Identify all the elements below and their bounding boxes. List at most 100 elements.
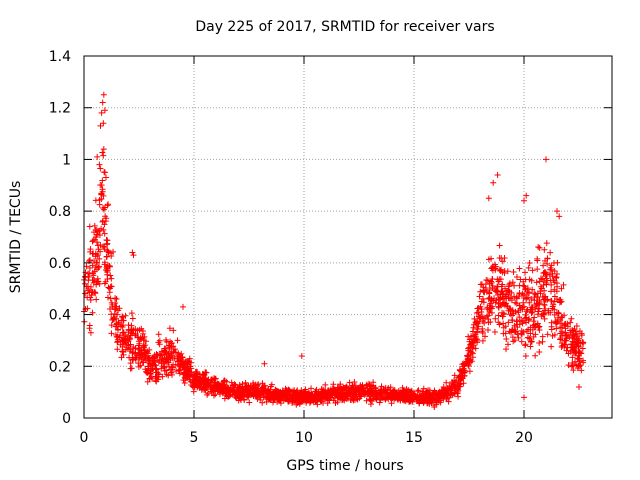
data-point <box>429 397 436 404</box>
data-point <box>486 306 493 313</box>
data-point <box>94 266 101 273</box>
data-point <box>93 281 100 288</box>
data-point <box>173 368 180 375</box>
data-point <box>521 197 527 204</box>
data-point <box>485 319 492 326</box>
data-point <box>504 341 511 348</box>
data-point <box>330 381 337 388</box>
data-point <box>460 380 467 387</box>
data-point <box>366 381 373 388</box>
data-point <box>225 388 232 395</box>
data-point <box>521 394 527 401</box>
data-point <box>441 388 448 395</box>
data-point <box>193 370 200 377</box>
data-point <box>531 314 538 321</box>
data-point <box>143 368 150 375</box>
data-point <box>158 360 165 367</box>
data-point <box>101 244 108 251</box>
data-point <box>248 387 255 394</box>
data-point <box>534 311 541 318</box>
data-point <box>161 349 168 356</box>
data-point <box>335 384 342 391</box>
data-point <box>272 389 279 396</box>
data-point <box>97 165 104 172</box>
data-point <box>212 375 219 382</box>
data-point <box>478 281 485 288</box>
data-point <box>473 310 480 317</box>
data-point <box>548 319 555 326</box>
data-point <box>239 393 246 400</box>
data-point <box>101 107 108 114</box>
data-point <box>370 383 377 390</box>
data-point <box>134 327 141 334</box>
data-point <box>139 358 146 365</box>
data-point <box>570 367 577 374</box>
data-point <box>169 366 176 373</box>
data-point <box>148 365 155 372</box>
y-tick-label: 1.2 <box>49 101 71 117</box>
data-point <box>108 311 115 318</box>
data-point <box>419 397 426 404</box>
data-point <box>533 301 540 308</box>
data-point <box>482 284 489 291</box>
x-tick-label: 5 <box>190 430 199 446</box>
data-point <box>396 394 403 401</box>
data-point <box>94 153 101 160</box>
data-point <box>436 393 443 400</box>
data-point <box>316 395 323 402</box>
data-point <box>263 391 270 398</box>
data-point <box>563 335 570 342</box>
data-point <box>119 313 126 320</box>
data-point <box>339 396 346 403</box>
data-point <box>151 361 158 368</box>
axis-ticks <box>83 55 612 419</box>
data-point <box>127 360 134 367</box>
data-point <box>420 385 427 392</box>
data-point <box>428 399 435 406</box>
data-point <box>526 299 533 306</box>
data-point <box>181 366 188 373</box>
data-point <box>400 387 407 394</box>
data-point <box>132 331 139 338</box>
data-point <box>205 376 212 383</box>
data-point <box>343 384 350 391</box>
data-point <box>259 399 266 406</box>
data-point <box>500 320 507 327</box>
data-point <box>98 109 105 116</box>
data-point <box>504 303 511 310</box>
data-point <box>513 295 520 302</box>
data-point <box>411 392 418 399</box>
data-point <box>106 262 113 269</box>
data-point <box>126 348 133 355</box>
data-point <box>121 341 128 348</box>
data-point <box>574 365 581 372</box>
data-point <box>569 362 576 369</box>
data-point <box>91 222 98 229</box>
x-tick-label: 10 <box>295 430 313 446</box>
data-point <box>505 319 512 326</box>
data-point <box>554 208 560 215</box>
data-point <box>261 360 268 367</box>
data-point <box>490 263 497 270</box>
data-point <box>461 372 468 379</box>
data-point <box>298 352 305 359</box>
data-point <box>465 353 472 360</box>
data-point <box>82 306 89 313</box>
data-point <box>534 257 541 264</box>
data-point <box>520 299 527 306</box>
data-point <box>118 323 125 330</box>
data-point <box>480 288 487 295</box>
data-point <box>111 316 118 323</box>
data-point <box>528 295 535 302</box>
data-point <box>468 340 475 347</box>
data-point <box>106 289 113 296</box>
data-point <box>104 247 111 254</box>
data-point <box>159 373 166 380</box>
data-point <box>526 335 533 342</box>
data-point <box>129 249 136 256</box>
data-point <box>539 333 546 340</box>
data-point <box>390 388 397 395</box>
data-point <box>509 334 516 341</box>
data-point <box>471 333 478 340</box>
data-point <box>223 378 230 385</box>
